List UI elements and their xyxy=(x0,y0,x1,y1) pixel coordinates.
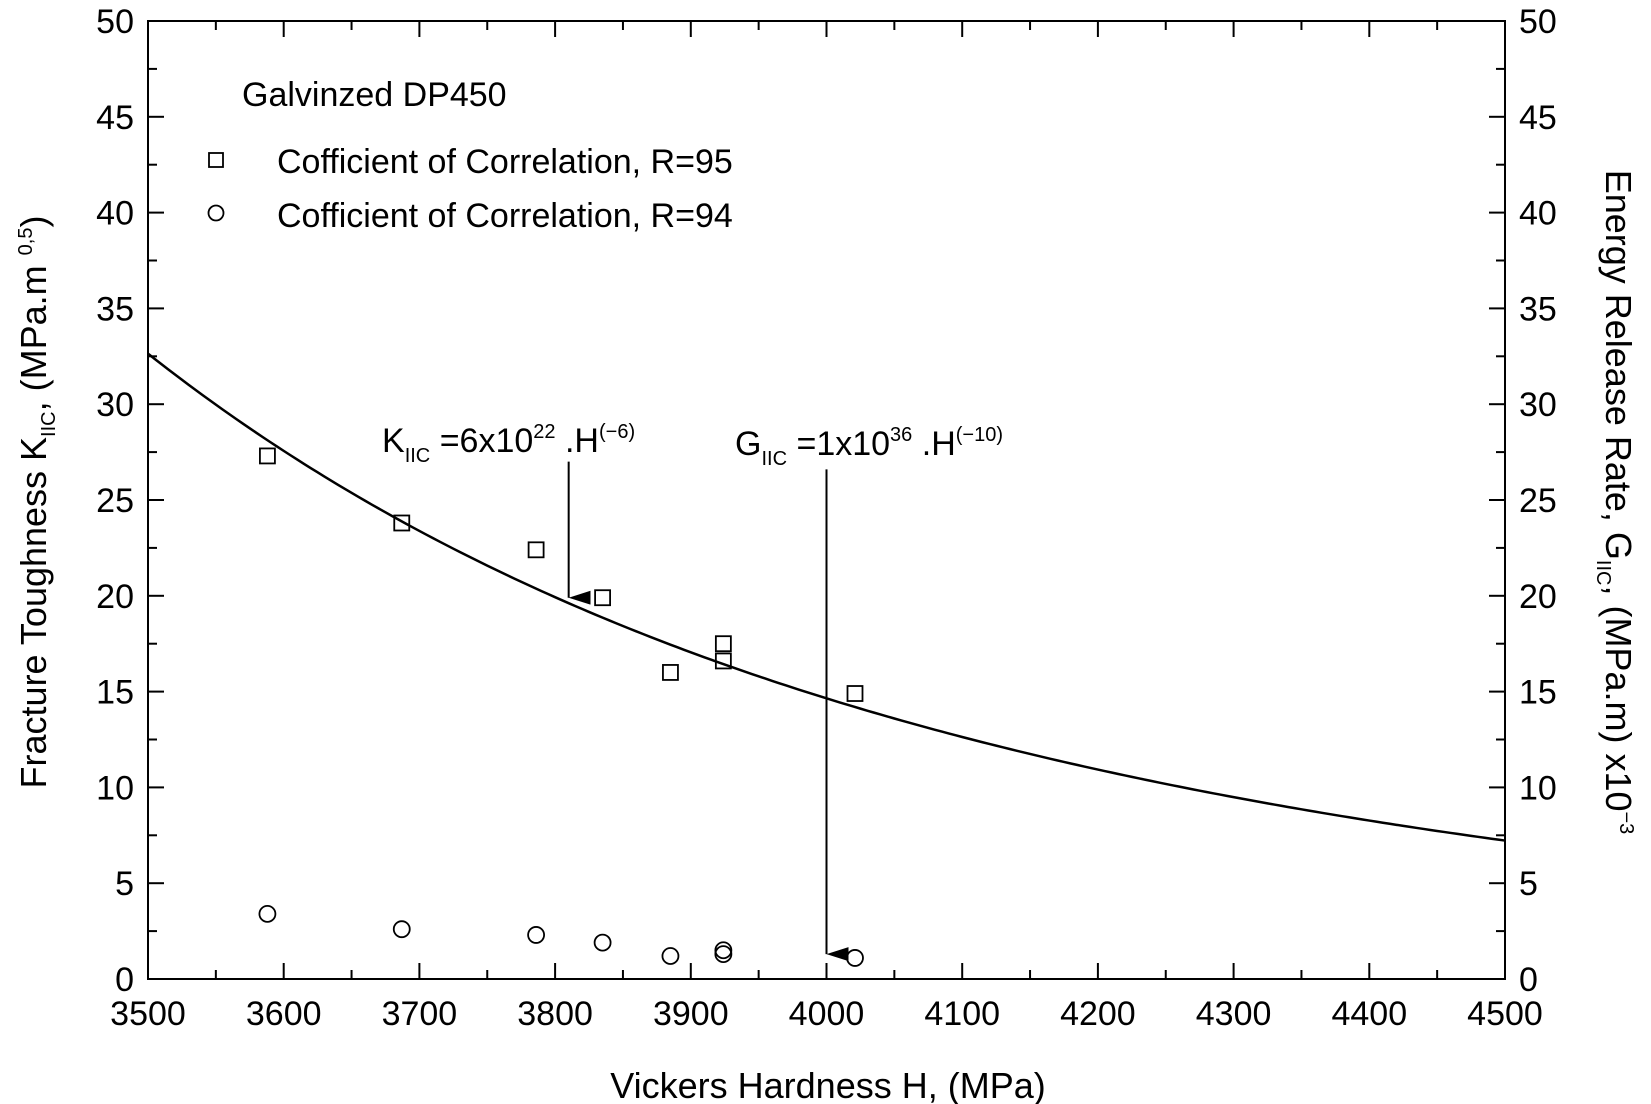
y-tick-label-left: 30 xyxy=(96,386,134,424)
x-tick-label: 4100 xyxy=(924,995,1000,1033)
y-tick-label-right: 10 xyxy=(1519,769,1557,807)
x-tick-label: 4400 xyxy=(1331,995,1407,1033)
x-tick-label: 4200 xyxy=(1060,995,1136,1033)
legend-title: Galvinzed DP450 xyxy=(242,76,507,114)
y-tick-label-left: 0 xyxy=(115,961,134,999)
y-tick-label-right: 5 xyxy=(1519,865,1538,903)
circle-point xyxy=(846,949,864,967)
x-axis-title: Vickers Hardness H, (MPa) xyxy=(610,1065,1045,1104)
x-tick-label: 4000 xyxy=(789,995,865,1033)
y-axis-title-right: Energy Release Rate, GIIC, (MPa.m) x10−3 xyxy=(1592,170,1639,835)
y-tick-label-left: 50 xyxy=(96,3,134,41)
legend-entry-circles: Cofficient of Correlation, R=94 xyxy=(277,197,733,235)
square-point xyxy=(259,447,276,465)
y-tick-label-left: 15 xyxy=(96,674,134,712)
square-point xyxy=(662,664,679,681)
legend-entry-squares: Cofficient of Correlation, R=95 xyxy=(277,143,733,181)
x-tick-label: 4500 xyxy=(1467,995,1543,1033)
legend: Galvinzed DP450 Cofficient of Correlatio… xyxy=(207,76,733,235)
y-tick-label-right: 25 xyxy=(1519,482,1557,520)
x-tick-label: 4300 xyxy=(1196,995,1272,1033)
annotation-equation-g: GIIC =1x1036 .H(−10) xyxy=(735,424,1003,470)
y-tick-label-left: 25 xyxy=(96,482,134,520)
y-tick-label-right: 40 xyxy=(1519,195,1557,233)
square-point xyxy=(714,635,732,653)
square-point xyxy=(594,589,611,607)
circle-point xyxy=(714,945,733,963)
x-tick-label: 3700 xyxy=(382,995,458,1033)
y-tick-label-left: 10 xyxy=(96,769,134,807)
x-tick-label: 3600 xyxy=(246,995,322,1033)
circle-point xyxy=(392,920,411,939)
legend-circle-marker xyxy=(207,204,225,222)
y-tick-label-left: 20 xyxy=(96,578,134,616)
annotations-group: KIIC =6x1022 .H(−6) GIIC =1x1036 .H(−10) xyxy=(382,421,1003,962)
x-tick-label: 3500 xyxy=(110,995,186,1033)
circle-point xyxy=(661,947,680,965)
y-axis-title-left: Fracture Toughness KIIC, (MPa.m 0,5) xyxy=(13,216,60,789)
y-tick-label-left: 35 xyxy=(96,290,134,328)
y-tick-label-left: 40 xyxy=(96,195,134,233)
legend-square-marker xyxy=(208,152,224,168)
circle-point xyxy=(593,933,612,952)
y-tick-label-right: 0 xyxy=(1519,961,1538,999)
axes-group: 3500 3600 3700 3800 3900 4000 4100 4200 4300 4400… xyxy=(96,3,1557,1033)
square-point xyxy=(714,652,732,670)
circle-point xyxy=(258,904,277,923)
y-tick-label-right: 35 xyxy=(1519,290,1557,328)
circle-point xyxy=(714,941,733,960)
square-point xyxy=(393,514,411,532)
square-point xyxy=(846,685,864,702)
y-tick-label-left: 5 xyxy=(115,865,134,903)
y-tick-label-right: 15 xyxy=(1519,674,1557,712)
x-tick-label: 3900 xyxy=(653,995,729,1033)
circle-point xyxy=(527,926,546,944)
y-tick-label-right: 45 xyxy=(1519,99,1557,137)
annotation-equation-k: KIIC =6x1022 .H(−6) xyxy=(382,421,635,467)
square-point xyxy=(527,541,545,559)
y-tick-label-right: 30 xyxy=(1519,386,1557,424)
y-tick-label-left: 45 xyxy=(96,99,134,137)
y-tick-label-right: 50 xyxy=(1519,3,1557,41)
axis-titles: Vickers Hardness H, (MPa) Fracture Tough… xyxy=(13,170,1639,1104)
x-tick-label: 3800 xyxy=(517,995,593,1033)
y-tick-label-right: 20 xyxy=(1519,578,1557,616)
